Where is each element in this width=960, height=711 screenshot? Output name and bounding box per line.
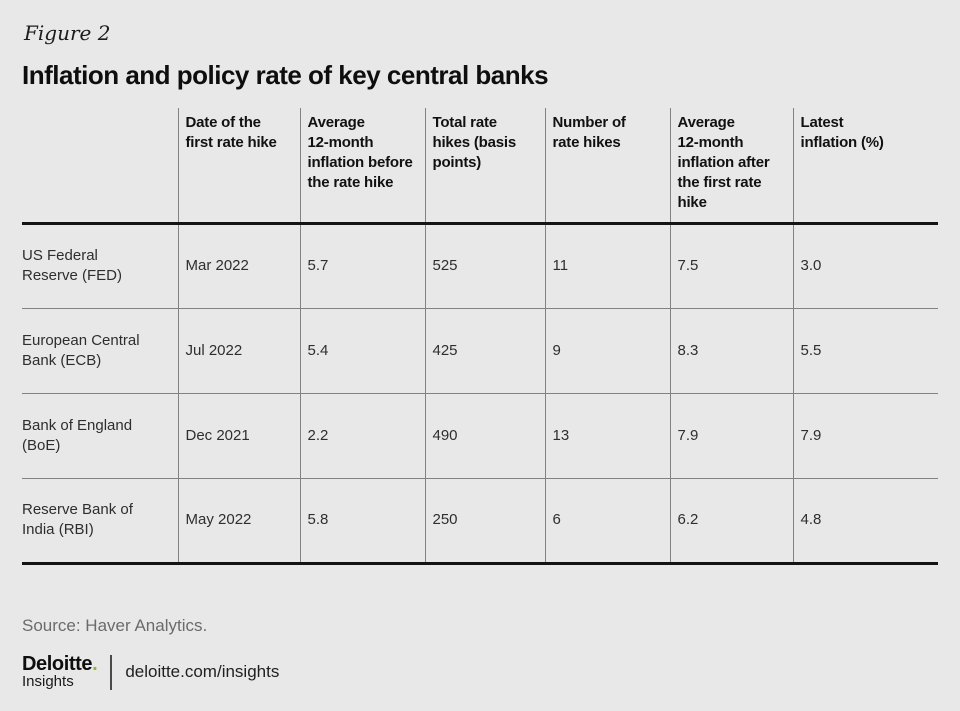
- source-note: Source: Haver Analytics.: [22, 615, 208, 635]
- cell-number-rate-hikes: 11: [544, 223, 670, 308]
- cell-latest-inflation: 5.5: [792, 308, 938, 393]
- cell-number-rate-hikes: 9: [544, 308, 670, 393]
- cell-date-first-hike: Jul 2022: [177, 308, 300, 393]
- cell-avg-inflation-after: 7.9: [669, 393, 793, 478]
- header-avg-inflation-before: Average 12-month inflation before the ra…: [299, 108, 425, 223]
- cell-latest-inflation: 4.8: [792, 478, 938, 563]
- footer-divider: [110, 654, 113, 690]
- deloitte-insights-logo: Deloitte. Insights: [22, 652, 98, 690]
- header-date-first-hike: Date of the first rate hike: [177, 108, 300, 223]
- brand-name-text: Deloitte: [22, 652, 93, 675]
- cell-avg-inflation-before: 2.2: [299, 393, 425, 478]
- cell-total-rate-hikes: 250: [424, 478, 545, 563]
- cell-avg-inflation-before: 5.4: [299, 308, 425, 393]
- central-banks-table: Date of the first rate hike Average 12-m…: [22, 108, 938, 565]
- table-row-ecb: European Central Bank (ECB) Jul 2022 5.4…: [22, 308, 938, 393]
- cell-bank: US Federal Reserve (FED): [22, 247, 123, 284]
- header-total-rate-hikes: Total rate hikes (basis points): [424, 108, 545, 223]
- cell-avg-inflation-before: 5.7: [299, 223, 425, 308]
- cell-avg-inflation-after: 7.5: [669, 223, 793, 308]
- header-bank: [22, 108, 178, 223]
- brand-wordmark: Deloitte.: [22, 652, 98, 675]
- brand-green-dot: .: [92, 652, 98, 675]
- cell-bank: European Central Bank (ECB): [22, 331, 140, 369]
- cell-date-first-hike: May 2022: [177, 478, 300, 563]
- table-row-fed: US Federal Reserve (FED) Mar 2022 5.7 52…: [22, 223, 938, 308]
- cell-total-rate-hikes: 525: [424, 223, 545, 308]
- cell-avg-inflation-after: 8.3: [669, 308, 793, 393]
- footer-brand: Deloitte. Insights deloitte.com/insights: [22, 652, 938, 690]
- cell-latest-inflation: 7.9: [792, 393, 938, 478]
- cell-bank: Reserve Bank of India (RBI): [22, 501, 133, 538]
- table-header-row: Date of the first rate hike Average 12-m…: [22, 108, 938, 223]
- header-avg-inflation-after: Average 12-month inflation after the fir…: [669, 108, 793, 223]
- cell-bank: Bank of England (BoE): [22, 416, 133, 454]
- cell-total-rate-hikes: 490: [424, 393, 545, 478]
- cell-latest-inflation: 3.0: [792, 223, 938, 308]
- cell-avg-inflation-after: 6.2: [669, 478, 793, 563]
- figure-title: Inflation and policy rate of key central…: [22, 60, 549, 90]
- cell-date-first-hike: Mar 2022: [177, 223, 300, 308]
- footer-url: deloitte.com/insights: [125, 662, 280, 681]
- figure-label: Figure 2: [24, 21, 111, 45]
- cell-avg-inflation-before: 5.8: [299, 478, 425, 563]
- header-number-rate-hikes: Number of rate hikes: [544, 108, 670, 223]
- table-row-rbi: Reserve Bank of India (RBI) May 2022 5.8…: [22, 478, 938, 563]
- table-row-boe: Bank of England (BoE) Dec 2021 2.2 490 1…: [22, 393, 938, 478]
- header-latest-inflation: Latest inflation (%): [792, 108, 938, 223]
- cell-date-first-hike: Dec 2021: [177, 393, 300, 478]
- brand-subtitle: Insights: [22, 672, 74, 690]
- cell-number-rate-hikes: 13: [544, 393, 670, 478]
- cell-total-rate-hikes: 425: [424, 308, 545, 393]
- cell-number-rate-hikes: 6: [544, 478, 670, 563]
